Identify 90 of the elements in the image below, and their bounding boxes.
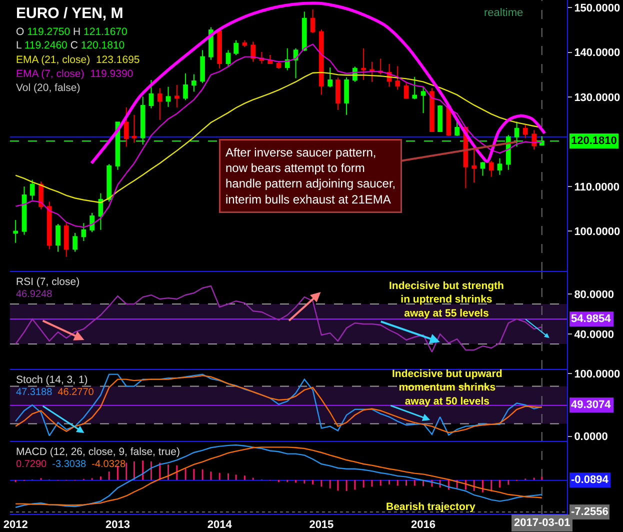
candlestick <box>183 72 188 101</box>
x-tick-label: 2013 <box>105 519 130 532</box>
candlestick <box>132 114 137 144</box>
candlestick <box>268 54 272 64</box>
candlestick <box>200 50 205 84</box>
candlestick <box>404 82 409 100</box>
y-tick-label: 40.0000 <box>574 328 614 341</box>
annotation: After inverse saucer pattern, now bears attempt to form handle pattern adjoining saucer, interim bulls exhaust at 21EMA <box>226 146 396 206</box>
candlestick <box>328 67 332 88</box>
annotation: -4.0328 <box>92 459 126 470</box>
x-tick-label: 2016 <box>411 519 436 532</box>
candlestick <box>30 179 35 200</box>
annotation: -3.3038 <box>52 459 87 470</box>
candlestick <box>344 76 349 116</box>
candlestick <box>361 48 366 81</box>
candlestick <box>46 201 52 250</box>
text: EMA (7, close) <box>16 68 84 80</box>
annotation: Indecisive but upward momentum shrinks away at 50 levels <box>392 368 502 408</box>
ref-line-label: -7.2556 <box>571 506 608 518</box>
ref-line-label: 120.1810 <box>571 135 617 147</box>
ref-line-label: 49.3074 <box>571 399 612 411</box>
y-tick-label: 80.0000 <box>574 288 614 301</box>
candlestick <box>250 41 256 62</box>
candlestick <box>497 158 502 176</box>
candlestick <box>293 48 298 79</box>
candlestick <box>302 11 307 52</box>
candlestick <box>310 8 316 34</box>
candlestick <box>191 74 196 92</box>
annotation: 0.7290 <box>16 459 48 470</box>
candlestick <box>438 104 442 132</box>
candlestick <box>98 192 104 230</box>
text: RSI (7, close) <box>16 276 80 288</box>
candlestick <box>64 222 69 258</box>
candlestick <box>166 86 171 108</box>
candlestick <box>22 186 27 236</box>
candlestick <box>420 86 426 114</box>
candlestick <box>242 40 248 48</box>
candlestick <box>276 60 282 70</box>
candlestick <box>395 66 400 90</box>
x-tick-label: 2012 <box>3 519 28 532</box>
candlestick <box>454 120 460 136</box>
candlestick <box>335 76 340 111</box>
annotation: 123.1695 <box>96 54 140 66</box>
candlestick <box>488 160 494 178</box>
text: Stoch (14, 3, 1) <box>16 374 88 386</box>
candlestick <box>106 164 112 202</box>
candlestick <box>13 220 18 244</box>
candlestick <box>56 224 60 252</box>
y-tick-label: 100.0000 <box>574 368 620 381</box>
text: MACD (12, 26, close, 9, false, true) <box>16 446 180 458</box>
ref-line-label: 2017-03-01 <box>514 517 570 529</box>
candlestick <box>174 84 180 108</box>
candlestick <box>319 29 324 96</box>
x-tick-label: 2015 <box>309 519 334 532</box>
annotation: 47.3188 <box>16 387 53 398</box>
ref-line-label: 54.9854 <box>571 313 612 325</box>
annotation: 46.2770 <box>58 387 94 398</box>
y-tick-label: 0.0000 <box>574 431 608 444</box>
y-tick-label: 140.0000 <box>574 47 620 60</box>
candlestick <box>217 29 222 69</box>
candlestick <box>430 88 434 132</box>
candlestick <box>81 222 86 242</box>
annotation: 46.9248 <box>16 289 53 300</box>
candlestick <box>148 80 154 109</box>
candlestick <box>226 50 231 68</box>
annotation: Indecisive but strength in uptrend shrinks away at 55 levels <box>389 280 504 320</box>
y-tick-label: 110.0000 <box>574 181 620 194</box>
ref-line-label: -0.0894 <box>571 474 610 486</box>
text: O 119.2750 H 121.1670 L 119.2460 C 120.1810 <box>16 26 128 52</box>
candlestick <box>72 232 78 252</box>
chart-title: EURO / YEN, M <box>16 5 124 22</box>
candlestick <box>480 161 486 176</box>
annotation: 119.9390 <box>90 68 134 80</box>
candlestick <box>90 212 94 233</box>
y-tick-label: 150.0000 <box>574 2 620 14</box>
candlestick <box>412 76 418 100</box>
candlestick <box>157 88 162 120</box>
candlestick <box>124 106 129 148</box>
y-tick-label: 100.0000 <box>574 226 620 238</box>
x-tick-label: 2014 <box>207 519 233 532</box>
candlestick <box>523 124 528 139</box>
candlestick <box>234 40 238 56</box>
candlestick <box>370 61 374 82</box>
annotation: realtime <box>484 7 524 19</box>
y-tick-label: 130.0000 <box>574 92 620 104</box>
annotation: Bearish trajectory <box>386 501 476 513</box>
text: EMA (21, close) <box>16 54 90 66</box>
candlestick <box>472 148 476 183</box>
candlestick <box>532 130 536 150</box>
annotation: Vol (20, false) <box>16 82 80 94</box>
